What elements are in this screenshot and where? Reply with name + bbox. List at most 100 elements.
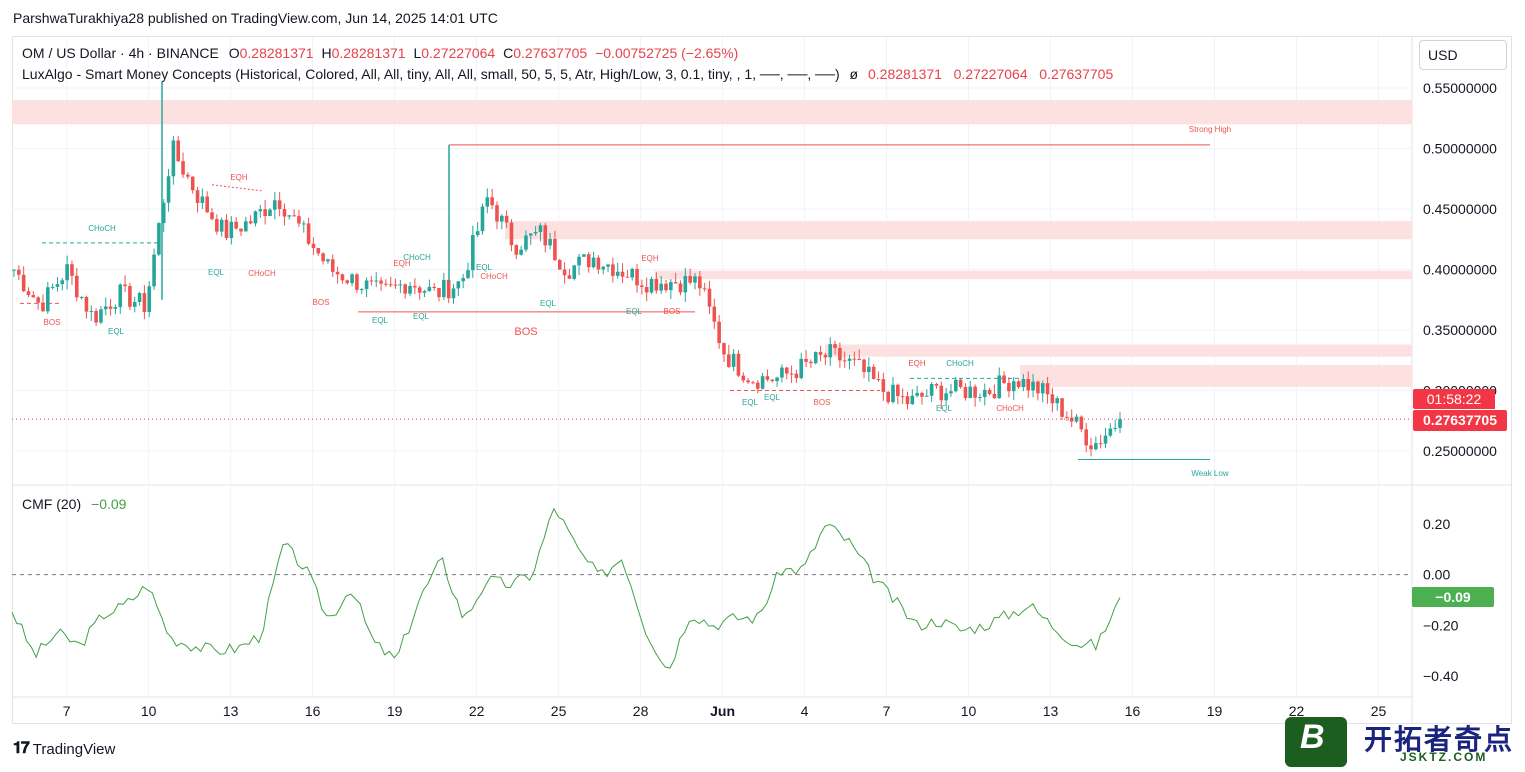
time-tick-label: 28: [633, 703, 649, 719]
bear-candle: [746, 380, 750, 383]
symbol-name[interactable]: OM / US Dollar · 4h · BINANCE: [22, 45, 219, 61]
bear-candle: [504, 215, 509, 223]
bull-candle: [519, 249, 523, 255]
bull-candle: [99, 309, 103, 323]
bull-candle: [422, 291, 427, 293]
bull-candle: [1113, 427, 1117, 429]
bull-candle: [1108, 428, 1113, 436]
time-tick-label: 13: [223, 703, 239, 719]
time-tick-label: 13: [1043, 703, 1059, 719]
cmf-legend[interactable]: CMF (20) −0.09: [22, 496, 126, 512]
price-tick-label: 0.35000000: [1423, 322, 1497, 338]
strong-high-label: Strong High: [1189, 125, 1231, 134]
bull-candle: [258, 209, 263, 212]
bull-candle: [813, 352, 818, 364]
bear-candle: [804, 358, 808, 362]
time-tick-label: 22: [1289, 703, 1305, 719]
bar-countdown-tag: 01:58:22: [1413, 389, 1495, 409]
candlestick-series: [12, 81, 1412, 457]
close-label: C: [503, 45, 514, 61]
bull-candle: [601, 266, 606, 270]
bear-candle: [509, 222, 514, 246]
time-axis[interactable]: 7 10 13 16 19 22 25 28 Jun 4 7 10 13 16 19 22 25: [63, 703, 1387, 719]
bull-candle: [326, 259, 330, 262]
bear-candle: [340, 274, 345, 281]
bull-candle: [760, 376, 765, 389]
supply-zone: [655, 270, 1412, 280]
bear-candle: [316, 248, 321, 254]
bull-candle: [615, 271, 620, 276]
indicator-name[interactable]: LuxAlgo - Smart Money Concepts (Historic…: [22, 66, 840, 82]
smc-zones: [12, 100, 1412, 387]
bull-candle: [572, 265, 577, 279]
bear-candle: [842, 360, 847, 362]
bull-candle: [997, 375, 1002, 399]
bear-candle: [1060, 398, 1064, 417]
bull-candle: [828, 344, 833, 358]
choch-label: CHoCH: [946, 359, 974, 368]
bear-candle: [818, 352, 823, 355]
bear-candle: [355, 274, 359, 290]
symbol-legend: OM / US Dollar · 4h · BINANCE O0.2828137…: [22, 45, 738, 61]
choch-label: CHoCH: [480, 272, 508, 281]
bear-candle: [181, 161, 185, 175]
bull-candle: [137, 293, 142, 302]
bull-candle: [949, 391, 953, 394]
bull-candle: [219, 219, 224, 232]
bull-candle: [533, 232, 538, 234]
bear-candle: [205, 196, 209, 213]
bear-candle: [186, 174, 190, 177]
eql-label: EQL: [372, 316, 389, 325]
bear-candle: [640, 285, 644, 288]
cmf-label[interactable]: CMF (20): [22, 496, 82, 512]
eql-label: EQL: [208, 268, 225, 277]
bull-candle: [50, 286, 55, 288]
bear-candle: [393, 284, 398, 286]
bull-candle: [582, 254, 586, 257]
bear-candle: [958, 379, 963, 388]
bull-candle: [46, 287, 50, 312]
bull-candle: [60, 280, 65, 285]
bear-candle: [306, 223, 311, 244]
chart-frame: [12, 36, 1512, 724]
tradingview-logo[interactable]: 𝟏𝟕 TradingView: [13, 740, 115, 758]
bull-candle: [113, 307, 118, 309]
bear-candle: [934, 384, 939, 386]
bear-candle: [886, 391, 890, 403]
price-tick-label: 0.50000000: [1423, 141, 1497, 157]
bear-candle: [900, 396, 905, 398]
bear-candle: [770, 379, 775, 382]
bull-candle: [925, 395, 929, 397]
bear-candle: [70, 264, 74, 276]
bear-candle: [635, 268, 639, 286]
time-tick-label: 4: [801, 703, 809, 719]
high-label: H: [321, 45, 332, 61]
bull-candle: [683, 276, 688, 293]
bear-candle: [1098, 443, 1103, 445]
supply-zone: [825, 344, 1412, 357]
bull-candle: [200, 196, 205, 203]
cmf-line: [11, 507, 1121, 669]
bull-candle: [693, 276, 697, 283]
bear-candle: [543, 225, 548, 246]
indicator-legend[interactable]: LuxAlgo - Smart Money Concepts (Historic…: [22, 66, 1113, 82]
bull-candle: [915, 392, 919, 396]
bull-candle: [364, 280, 369, 290]
watermark-title: 开拓者奇点: [1364, 724, 1515, 755]
bear-candle: [1026, 378, 1031, 391]
bull-candle: [1011, 381, 1016, 392]
bull-candle: [1021, 378, 1026, 388]
currency-button[interactable]: USD: [1419, 40, 1507, 70]
bear-candle: [862, 359, 866, 373]
bear-candle: [297, 216, 301, 224]
eqh-label: EQH: [393, 259, 411, 268]
bull-candle: [161, 202, 166, 224]
bear-candle: [838, 347, 842, 361]
choch-label: CHoCH: [996, 404, 1024, 413]
bear-candle: [596, 257, 601, 270]
bear-candle: [1084, 429, 1088, 446]
bull-candle: [891, 384, 895, 403]
bear-candle: [586, 254, 591, 268]
price-axis[interactable]: 0.55000000 0.50000000 0.45000000 0.40000000…: [1423, 80, 1497, 459]
